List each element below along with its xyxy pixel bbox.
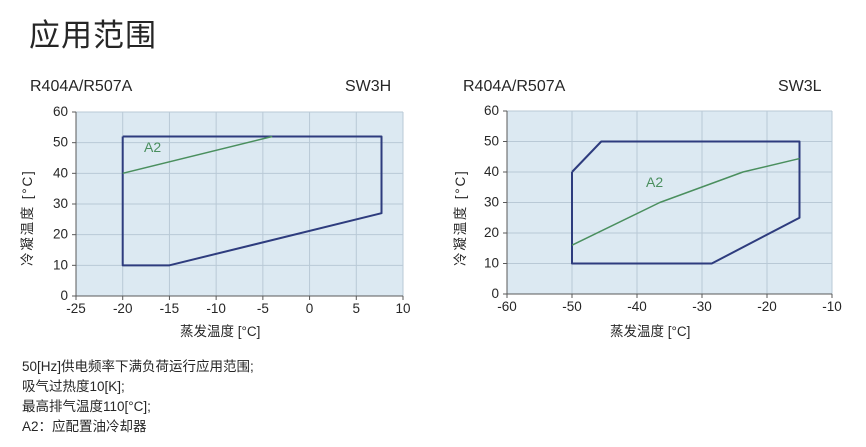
svg-text:40: 40 [484, 164, 499, 179]
svg-text:60: 60 [484, 103, 499, 118]
svg-text:30: 30 [53, 196, 68, 211]
svg-text:10: 10 [53, 257, 68, 272]
svg-text:5: 5 [353, 301, 361, 316]
svg-text:60: 60 [53, 104, 68, 119]
svg-text:-30: -30 [692, 299, 712, 314]
svg-text:0: 0 [306, 301, 314, 316]
svg-text:-25: -25 [66, 301, 86, 316]
svg-text:40: 40 [53, 165, 68, 180]
svg-text:50: 50 [484, 134, 499, 149]
svg-text:10: 10 [484, 256, 499, 271]
svg-text:-10: -10 [206, 301, 226, 316]
svg-text:10: 10 [395, 301, 410, 316]
svg-text:20: 20 [484, 225, 499, 240]
svg-text:-20: -20 [113, 301, 133, 316]
svg-text:-15: -15 [160, 301, 180, 316]
svg-text:-50: -50 [562, 299, 582, 314]
svg-text:-60: -60 [497, 299, 517, 314]
svg-text:A2: A2 [646, 174, 663, 190]
svg-text:50: 50 [53, 135, 68, 150]
svg-text:0: 0 [491, 286, 499, 301]
svg-text:30: 30 [484, 195, 499, 210]
svg-text:-10: -10 [822, 299, 842, 314]
svg-text:-5: -5 [257, 301, 269, 316]
svg-text:-20: -20 [757, 299, 777, 314]
svg-text:0: 0 [60, 288, 68, 303]
svg-text:-40: -40 [627, 299, 647, 314]
svg-text:20: 20 [53, 227, 68, 242]
svg-text:A2: A2 [144, 139, 161, 155]
